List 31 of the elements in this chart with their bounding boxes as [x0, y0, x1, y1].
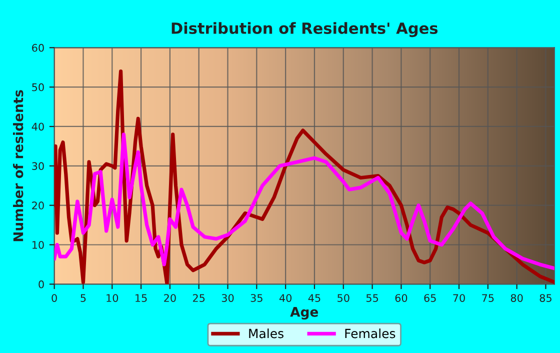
x-tick-label: 45	[308, 294, 320, 302]
x-tick-label: 70	[453, 294, 465, 302]
y-axis-title: Number of residents	[13, 90, 24, 242]
x-tick-label: 50	[338, 294, 350, 302]
y-tick-label: 30	[32, 162, 44, 170]
y-tick-label: 50	[32, 83, 44, 92]
x-tick-label: 40	[279, 294, 292, 302]
x-tick-label: 0	[52, 294, 57, 302]
x-tick-label: 65	[424, 294, 436, 302]
x-tick-label: 20	[164, 294, 176, 302]
x-tick-label: 30	[222, 294, 234, 302]
chart-title: Distribution of Residents' Ages	[172, 22, 438, 38]
y-tick-label: 0	[38, 280, 44, 288]
x-tick-label: 75	[482, 294, 494, 302]
x-tick-label: 80	[510, 294, 523, 302]
legend-label: Females	[345, 328, 396, 338]
x-tick-label: 10	[106, 294, 118, 302]
y-tick-label: 20	[32, 202, 44, 210]
x-tick-label: 55	[366, 294, 378, 302]
y-tick-label: 40	[32, 122, 44, 131]
line-series	[54, 132, 554, 270]
x-tick-label: 25	[192, 294, 205, 302]
x-tick-label: 35	[250, 294, 262, 302]
x-tick-label: 60	[395, 294, 408, 302]
y-tick-label: 10	[32, 240, 44, 249]
x-tick-label: 15	[136, 294, 147, 302]
x-axis-title: Age	[290, 307, 318, 320]
y-tick-label: 60	[32, 44, 44, 52]
legend-label: Males	[249, 328, 284, 338]
x-tick-label: 85	[540, 294, 552, 302]
x-tick-label: 5	[80, 294, 86, 302]
